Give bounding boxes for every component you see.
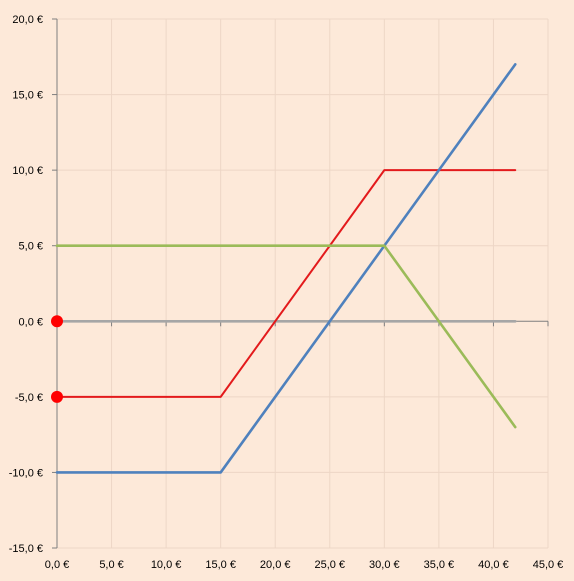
y-tick-label-5: -5,0 €	[15, 392, 43, 404]
x-tick-label-7: 35,0 €	[424, 559, 455, 571]
series	[55, 63, 517, 474]
y-tick-label-7: -15,0 €	[9, 543, 43, 555]
x-tick-label-0: 0,0 €	[45, 559, 69, 571]
x-tick-label-3: 15,0 €	[205, 559, 236, 571]
y-tick-label-6: -10,0 €	[9, 467, 43, 479]
x-tick-label-6: 30,0 €	[369, 559, 400, 571]
y-tick-label-4: 0,0 €	[19, 316, 43, 328]
y-tick-label-2: 10,0 €	[12, 165, 43, 177]
y-tick-label-1: 15,0 €	[12, 90, 43, 102]
x-tick-label-9: 45,0 €	[533, 559, 564, 571]
x-tick-label-1: 5,0 €	[99, 559, 123, 571]
x-tick-label-5: 25,0 €	[314, 559, 345, 571]
data-point-marker-1	[51, 390, 63, 403]
x-tick-label-4: 20,0 €	[260, 559, 291, 571]
tick-labels: 20,0 € 15,0 € 10,0 € 5,0 € 0,0 € -5,0 € -10,0 …	[9, 14, 564, 571]
y-tick-label-3: 5,0 €	[19, 241, 43, 253]
x-tick-label-2: 10,0 €	[151, 559, 182, 571]
series-line-2	[55, 63, 517, 474]
markers	[51, 315, 63, 403]
x-tick-label-8: 40,0 €	[478, 559, 509, 571]
series-line-3	[55, 244, 517, 429]
series-line-1	[56, 169, 517, 398]
y-tick-label-0: 20,0 €	[12, 14, 43, 26]
data-point-marker-0	[51, 315, 63, 328]
